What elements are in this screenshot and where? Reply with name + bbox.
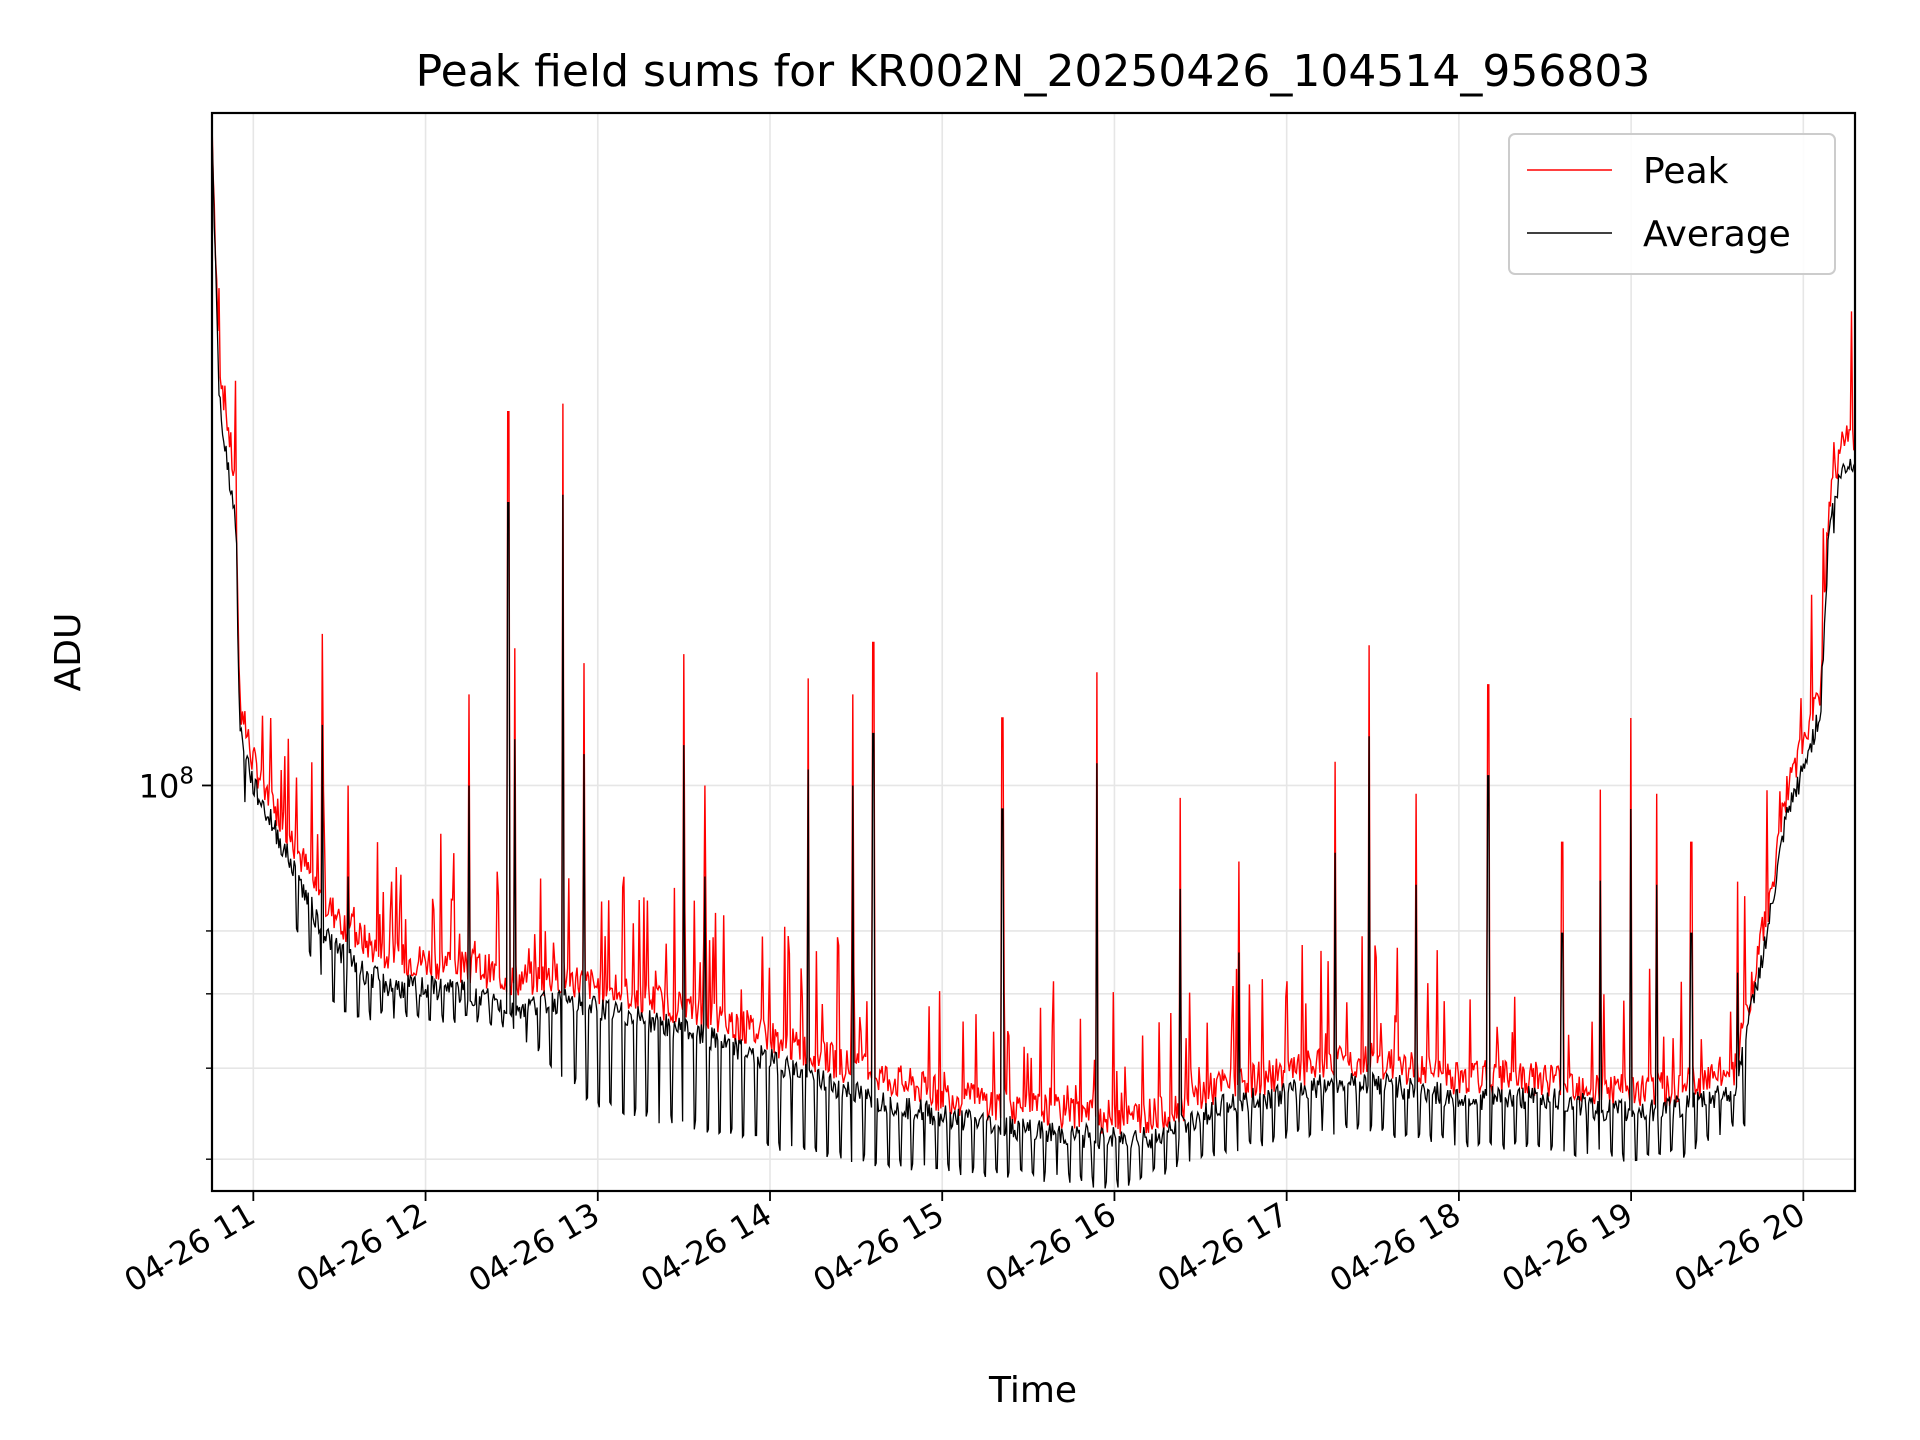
x-tick-label: 04-26 20 <box>1668 1195 1812 1300</box>
legend: Peak Average <box>1508 133 1836 275</box>
chart-title: Peak field sums for KR002N_20250426_1045… <box>416 46 1651 97</box>
grid-lines <box>212 113 1855 1191</box>
legend-box <box>1508 133 1836 275</box>
plot-frame <box>210 111 1857 1193</box>
x-tick-label: 04-26 18 <box>1323 1195 1467 1300</box>
x-tick-label: 04-26 12 <box>290 1195 434 1300</box>
legend-peak-label: Peak <box>1643 151 1729 192</box>
y-axis-ticks: 108 <box>139 763 212 1160</box>
series-average-line <box>211 132 1856 1189</box>
y-axis-label: ADU <box>48 613 89 692</box>
y-tick-label: 108 <box>139 763 194 805</box>
x-tick-label: 04-26 14 <box>634 1195 778 1300</box>
x-tick-label: 04-26 19 <box>1496 1195 1640 1300</box>
series-layer <box>211 122 1856 1189</box>
x-axis-ticks: 04-26 11 04-26 12 04-26 13 04-26 14 04-26 15… <box>118 1191 1812 1300</box>
legend-average-label: Average <box>1643 214 1791 255</box>
x-tick-label: 04-26 11 <box>118 1195 262 1300</box>
x-tick-label: 04-26 13 <box>462 1195 606 1300</box>
x-tick-label: 04-26 16 <box>979 1195 1123 1300</box>
x-axis-label: Time <box>988 1370 1077 1411</box>
x-tick-label: 04-26 17 <box>1151 1195 1295 1300</box>
series-peak-line <box>211 122 1856 1135</box>
x-tick-label: 04-26 15 <box>807 1195 951 1300</box>
